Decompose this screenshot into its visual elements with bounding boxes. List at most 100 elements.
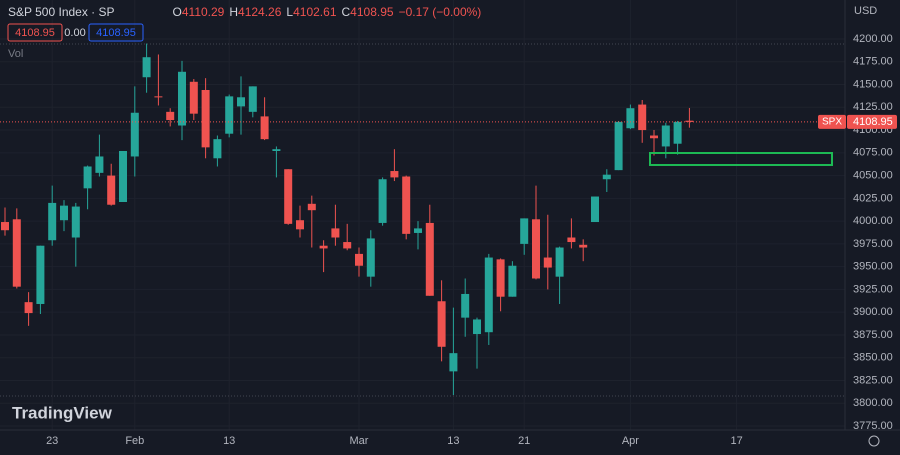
plot — [1, 43, 694, 396]
candle-body — [673, 121, 682, 144]
candle-body — [213, 139, 222, 159]
spread: 0.00 — [64, 27, 85, 39]
candle-body — [95, 156, 104, 173]
y-tick-label: 4175.00 — [853, 56, 893, 68]
candle-body — [567, 237, 576, 243]
candle-body — [48, 202, 57, 241]
candle-body — [602, 174, 611, 180]
candle-body — [189, 81, 198, 114]
x-tick-label: 17 — [730, 435, 742, 447]
candle-body — [390, 171, 399, 178]
bid-price: 4108.95 — [15, 27, 55, 39]
candle-body — [508, 265, 517, 297]
candle-body — [661, 125, 670, 147]
symbol-label: SPX — [822, 117, 842, 128]
candle-body — [532, 219, 540, 279]
candle-body — [414, 228, 422, 233]
candle-body — [237, 97, 245, 107]
candle-body — [473, 319, 481, 335]
volume-label: Vol — [8, 48, 23, 60]
last-price-label: 4108.95 — [853, 116, 893, 128]
y-tick-label: 4150.00 — [853, 78, 893, 90]
symbol-title: S&P 500 Index · SP — [8, 5, 115, 19]
candle-body — [296, 220, 304, 230]
candle-body — [555, 247, 564, 277]
last-price-box — [847, 114, 897, 129]
ask-price: 4108.95 — [96, 27, 136, 39]
candle-body — [591, 196, 599, 223]
candle-body — [225, 96, 234, 134]
candle-body — [24, 302, 33, 314]
candle-body — [461, 293, 470, 318]
ohlc-label: O — [173, 5, 182, 19]
symbol-box — [818, 114, 846, 129]
y-tick-label: 3875.00 — [853, 329, 893, 341]
candle-body — [248, 86, 257, 112]
candle-body — [154, 96, 163, 98]
currency[interactable]: USD — [854, 5, 877, 17]
candle-body — [272, 149, 281, 152]
candle-body — [496, 259, 505, 297]
watermark: TradingView — [12, 403, 113, 422]
candle-body — [1, 222, 9, 231]
ohlc-value: 4102.61 — [293, 5, 337, 19]
candle-body — [355, 253, 363, 266]
legend-header: S&P 500 Index · SP O4110.29 H4124.26 L4102.… — [8, 5, 481, 19]
candle-body — [284, 169, 293, 224]
candle-body — [378, 179, 387, 223]
settings-icon[interactable] — [868, 435, 880, 447]
candle-body — [36, 245, 45, 304]
y-tick-label: 3925.00 — [853, 283, 893, 295]
candle-body — [142, 57, 151, 78]
candle-body — [119, 151, 127, 202]
candle-body — [366, 238, 375, 277]
candle-body — [12, 219, 21, 287]
candle-body — [130, 112, 139, 157]
x-tick-label: 21 — [518, 435, 530, 447]
candle-body — [60, 205, 68, 221]
x-tick-label: Feb — [125, 435, 144, 447]
y-tick-label: 4050.00 — [853, 169, 893, 181]
candle-body — [201, 89, 210, 148]
y-tick-label: 3800.00 — [853, 397, 893, 409]
candle-body — [166, 111, 175, 121]
x-tick-label: 13 — [223, 435, 235, 447]
candle-body — [614, 121, 623, 171]
candle-body — [83, 166, 92, 189]
y-tick-label: 4075.00 — [853, 147, 893, 159]
y-tick-label: 3775.00 — [853, 420, 893, 432]
candle-body — [437, 301, 446, 347]
y-tick-label: 4025.00 — [853, 192, 893, 204]
candle-body — [343, 242, 352, 249]
candle-body — [260, 116, 269, 140]
y-tick-label: 3825.00 — [853, 374, 893, 386]
candle-body — [107, 175, 116, 205]
candle-body — [520, 218, 529, 244]
candle-body — [425, 222, 434, 296]
ohlc-label: L — [286, 5, 293, 19]
x-tick-label: Apr — [622, 435, 639, 447]
y-tick-label: 3950.00 — [853, 261, 893, 273]
drawn-rectangle[interactable] — [649, 152, 833, 166]
y-tick-label: 4000.00 — [853, 215, 893, 227]
candle-body — [331, 228, 340, 238]
candle-body — [307, 203, 316, 211]
ohlc-value: 4108.95 — [350, 5, 394, 19]
bid-box[interactable] — [7, 23, 63, 42]
y-tick-label: 4125.00 — [853, 101, 893, 113]
y-tick-label: 3900.00 — [853, 306, 893, 318]
ohlc-label: H — [229, 5, 238, 19]
y-tick-label: 3850.00 — [853, 352, 893, 364]
grid — [0, 0, 845, 430]
candle-body — [579, 244, 588, 248]
ask-box[interactable] — [88, 23, 144, 42]
candle-body — [543, 257, 552, 268]
candle-body — [178, 71, 186, 126]
ohlc-value: 4110.29 — [182, 5, 225, 19]
candle-body — [449, 353, 458, 372]
x-tick-label: 23 — [46, 435, 58, 447]
x-tick-label: 13 — [447, 435, 459, 447]
candle-body — [71, 206, 80, 238]
candle-body — [638, 104, 647, 131]
